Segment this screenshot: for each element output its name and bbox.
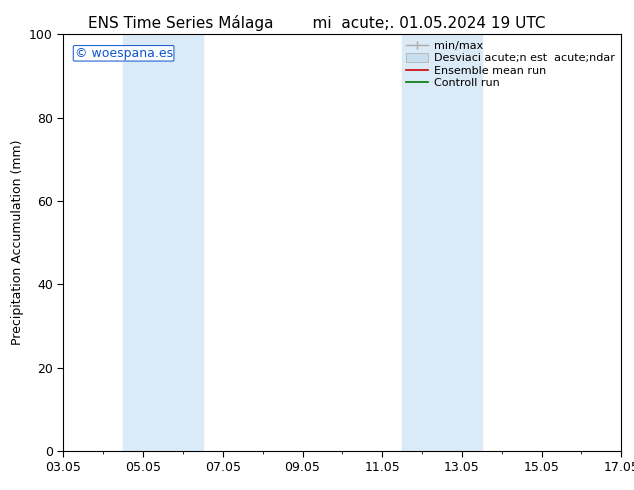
Bar bbox=[123, 34, 203, 451]
Text: ENS Time Series Málaga        mi  acute;. 01.05.2024 19 UTC: ENS Time Series Málaga mi acute;. 01.05.… bbox=[88, 15, 546, 31]
Y-axis label: Precipitation Accumulation (mm): Precipitation Accumulation (mm) bbox=[11, 140, 23, 345]
Legend: min/max, Desviaci acute;n est  acute;ndar, Ensemble mean run, Controll run: min/max, Desviaci acute;n est acute;ndar… bbox=[403, 38, 618, 92]
Text: © woespana.es: © woespana.es bbox=[75, 47, 172, 60]
Bar bbox=[402, 34, 482, 451]
